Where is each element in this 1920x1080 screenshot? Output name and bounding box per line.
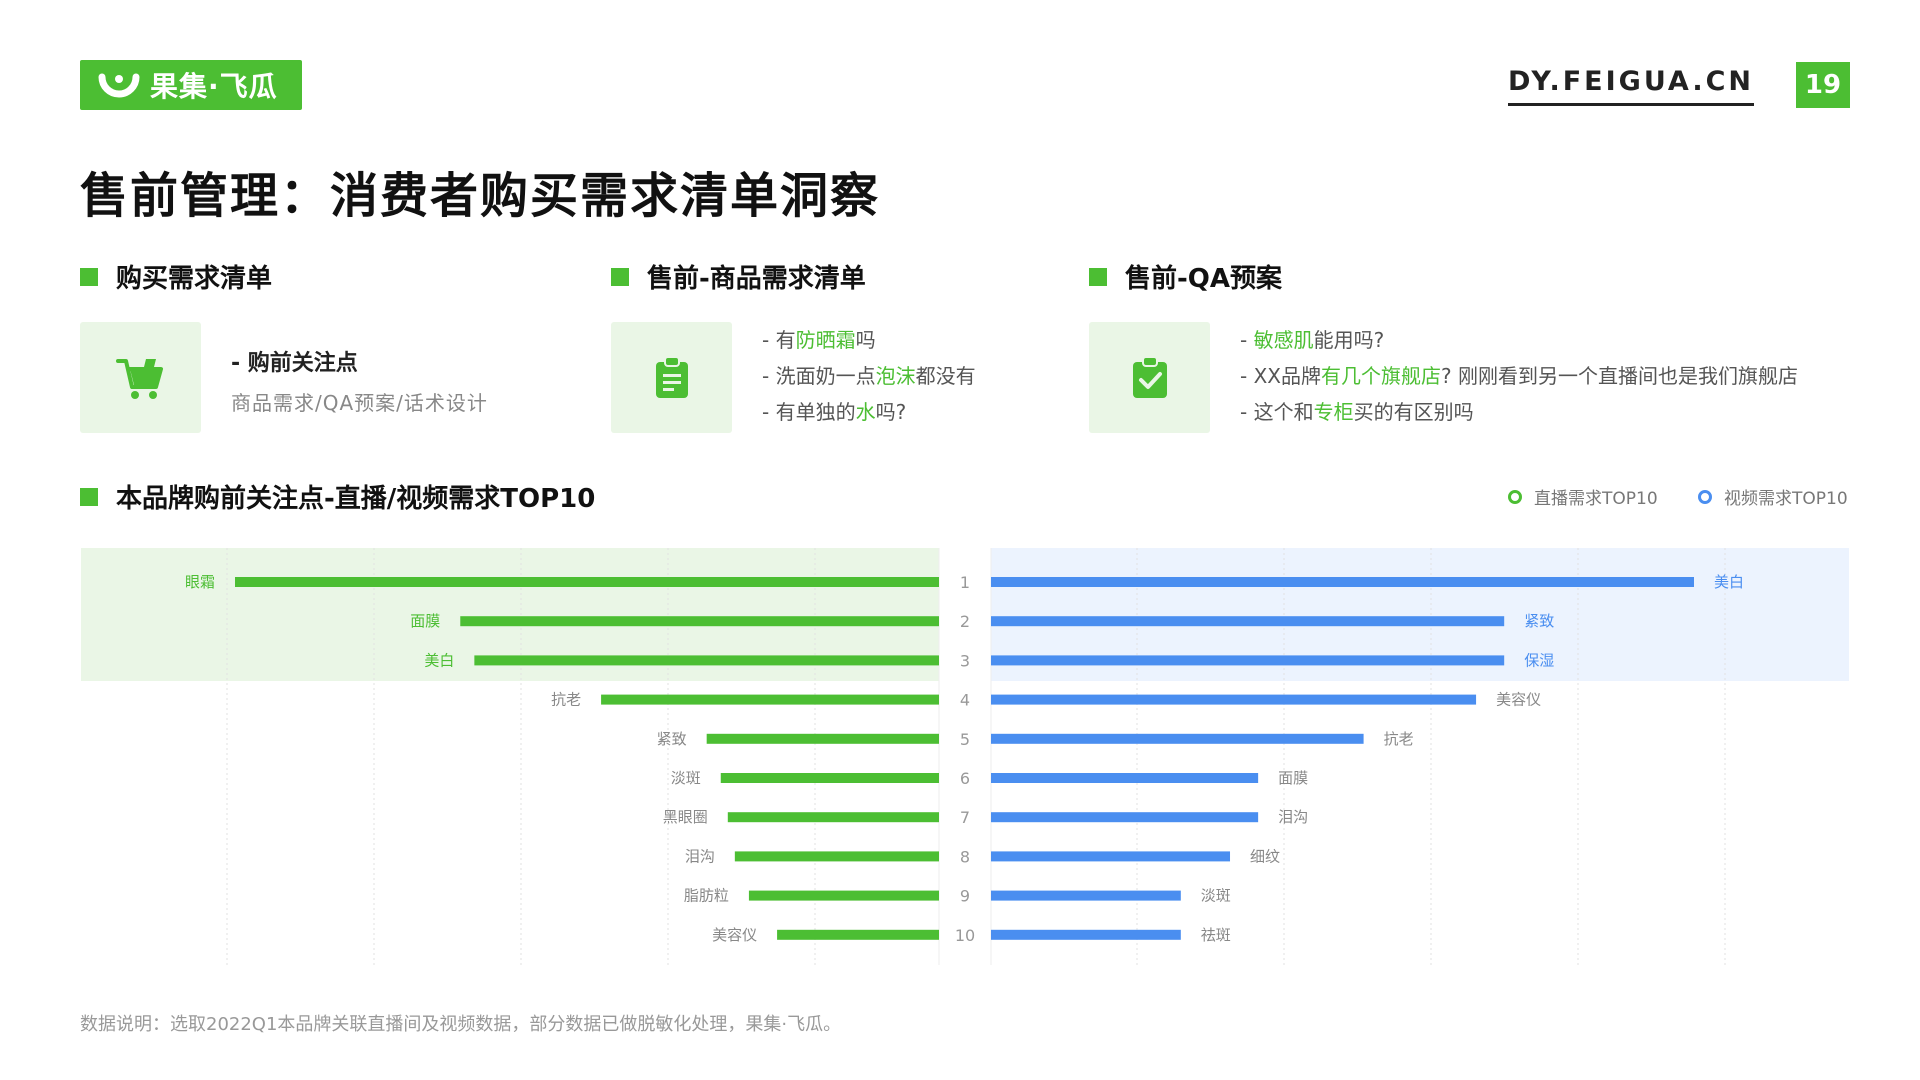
bar-live-label: 眼霜 [185,573,215,591]
bar-live [748,890,939,901]
bar-video-label: 抗老 [1384,730,1414,748]
bar-video-label: 美白 [1714,573,1744,591]
logo-text: 果集·飞瓜 [150,70,278,103]
bar-video [991,851,1231,862]
rank-label: 7 [960,808,970,827]
rank-label: 5 [960,730,970,749]
bar-live [235,577,939,587]
legend-live: 直播需求TOP10 [1508,484,1658,509]
rank-label: 3 [960,651,970,670]
top-highlight-live [81,548,939,681]
legend-live-label: 直播需求TOP10 [1534,489,1658,509]
bar-video-label: 面膜 [1278,769,1308,787]
rank-label: 8 [960,847,970,866]
bar-live-label: 黑眼圈 [663,808,708,826]
rank-label: 4 [960,691,970,710]
bar-video [991,890,1181,901]
bar-video-label: 细纹 [1250,847,1280,865]
bar-video-label: 紧致 [1524,612,1554,630]
bar-video [991,694,1477,705]
site-url[interactable]: DY.FEIGUA.CN [1507,66,1754,106]
section-title: 购买需求清单 [116,264,273,294]
bar-live [601,694,939,705]
bar-video [991,733,1364,744]
bar-video [991,577,1694,587]
page-title: 售前管理：消费者购买需求清单洞察 [80,168,881,224]
rank-label: 10 [955,926,975,945]
product-list-lines: - 有防晒霜吗 - 洗面奶一点泡沫都没有 - 有单独的水吗? [762,322,976,430]
bar-video-label: 祛斑 [1201,926,1231,944]
section-heading-purchase: 购买需求清单 [80,258,272,295]
bar-live-label: 面膜 [410,612,440,630]
section-heading-qa: 售前-QA预案 [1089,258,1282,295]
bar-live-label: 淡斑 [671,769,701,787]
section-title: 售前-商品需求清单 [647,264,866,294]
rank-label: 6 [960,769,970,788]
section-title: 售前-QA预案 [1125,264,1283,294]
legend-video: 视频需求TOP10 [1698,484,1848,509]
qa-plan-lines: - 敏感肌能用吗? - XX品牌有几个旗舰店? 刚刚看到另一个直播间也是我们旗舰… [1240,322,1798,430]
bar-live-label: 紧致 [657,730,687,748]
section-marker [1089,267,1107,286]
bar-video [991,655,1505,666]
clipboard-check-icon [1132,355,1167,398]
legend-video-label: 视频需求TOP10 [1724,489,1848,509]
clipboard-icon-box [611,322,732,433]
section-marker [80,487,98,506]
qa-line-1: - 敏感肌能用吗? [1240,328,1385,352]
section-heading-product: 售前-商品需求清单 [611,258,866,295]
bar-live [777,929,939,940]
product-line-2: - 洗面奶一点泡沫都没有 [762,364,976,388]
purchase-list-text: - 购前关注点 商品需求/QA预案/话术设计 [231,345,488,416]
bar-live-label: 美白 [424,651,454,669]
qa-line-2: - XX品牌有几个旗舰店? 刚刚看到另一个直播间也是我们旗舰店 [1240,364,1798,388]
logo-mark-icon [98,73,140,98]
section-heading-chart: 本品牌购前关注点-直播/视频需求TOP10 [80,478,595,515]
brand-logo: 果集·飞瓜 [80,60,302,110]
bar-video [991,929,1181,940]
footnote: 数据说明：选取2022Q1本品牌关联直播间及视频数据，部分数据已做脱敏化处理，果… [80,1014,842,1035]
purchase-sub: 商品需求/QA预案/话术设计 [231,391,488,415]
bar-live-label: 脂肪粒 [684,887,729,905]
bar-video-label: 美容仪 [1496,691,1541,709]
legend-video-marker [1698,489,1712,504]
legend-live-marker [1508,489,1522,504]
rank-label: 9 [960,887,970,906]
bar-live-label: 抗老 [551,691,581,709]
rank-label: 1 [960,573,970,592]
check-icon-box [1089,322,1210,433]
section-marker [611,267,629,286]
rank-label: 2 [960,612,970,631]
bar-live [460,616,939,627]
bar-live [474,655,939,666]
bar-video [991,812,1259,823]
qa-line-3: - 这个和专柜买的有区别吗 [1240,400,1474,424]
bar-video-label: 泪沟 [1278,808,1308,826]
bar-video-label: 保湿 [1524,651,1554,669]
product-line-1: - 有防晒霜吗 [762,328,876,352]
shopping-cart-icon [115,358,163,399]
bar-live [706,733,939,744]
bar-video-label: 淡斑 [1201,887,1231,905]
section-marker [80,267,98,286]
bar-live [727,812,939,823]
chart-section-title: 本品牌购前关注点-直播/视频需求TOP10 [116,484,596,514]
bar-video [991,616,1505,627]
page-number: 19 [1796,62,1850,108]
clipboard-list-icon [655,355,688,398]
bar-video [991,773,1259,783]
cart-icon-box [80,322,201,433]
purchase-head: - 购前关注点 [231,351,358,376]
bar-live-label: 泪沟 [685,847,715,865]
bar-live [720,773,939,783]
product-line-3: - 有单独的水吗? [762,400,907,424]
top-highlight-video [991,548,1849,681]
bar-live [734,851,939,862]
bar-live-label: 美容仪 [712,926,757,944]
